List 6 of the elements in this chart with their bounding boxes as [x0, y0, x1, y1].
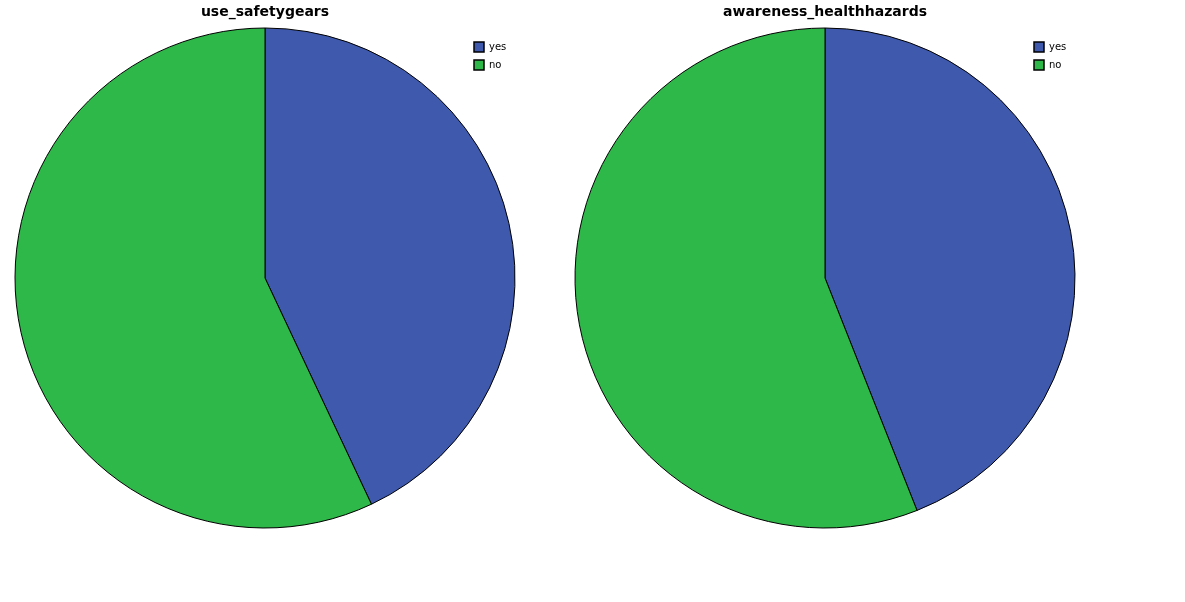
legend-label: no	[1049, 59, 1062, 70]
legend-label: no	[489, 59, 502, 70]
legend-label: yes	[1049, 41, 1067, 52]
chart-title: use_safetygears	[200, 3, 330, 20]
chart-title: awareness_healthhazards	[723, 3, 927, 20]
legend-label: yes	[489, 41, 507, 52]
